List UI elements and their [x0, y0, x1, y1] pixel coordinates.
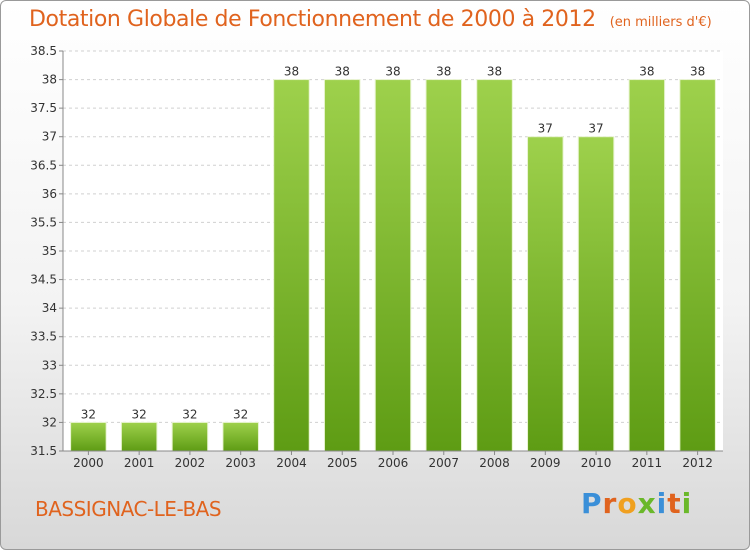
data-label: 38: [690, 65, 705, 79]
logo-letter: i: [656, 487, 668, 520]
y-tick-label: 38: [42, 73, 57, 87]
x-tick-label: 2005: [327, 456, 358, 470]
data-label: 38: [487, 65, 502, 79]
bar-2008: [476, 79, 513, 452]
bar-2004: [273, 79, 310, 452]
data-label: 38: [284, 65, 299, 79]
y-tick-label: 36: [42, 187, 57, 201]
logo-letter: x: [637, 487, 657, 520]
y-tick-label: 37.5: [30, 101, 57, 115]
data-label: 32: [81, 407, 96, 421]
x-tick-label: 2002: [175, 456, 206, 470]
chart-title: Dotation Globale de Fonctionnement de 20…: [29, 7, 712, 32]
bar-2012: [679, 79, 716, 452]
x-tick-label: 2007: [428, 456, 459, 470]
bar-2001: [120, 421, 158, 452]
y-tick-label: 38.5: [30, 44, 57, 58]
y-tick-label: 33: [42, 358, 57, 372]
chart-title-text: Dotation Globale de Fonctionnement de 20…: [29, 7, 596, 32]
data-label: 38: [385, 65, 400, 79]
data-label: 32: [233, 407, 248, 421]
x-tick-label: 2006: [378, 456, 409, 470]
logo-letter: r: [602, 487, 618, 520]
data-label: 32: [132, 407, 147, 421]
x-tick-label: 2009: [530, 456, 561, 470]
x-tick-label: 2003: [225, 456, 256, 470]
axis-layer: 31.5 32 32.5 33 33.5 34 34.5 35 35.5 36 36.5 37 37.5…: [30, 44, 723, 470]
commune-name: BASSIGNAC-LE-BAS: [35, 497, 222, 521]
logo-letter: o: [617, 487, 638, 520]
y-tick-label: 37: [42, 130, 57, 144]
data-label: 38: [639, 65, 654, 79]
x-tick-label: 2004: [276, 456, 307, 470]
y-tick-label: 34.5: [30, 273, 57, 287]
y-tick-label: 35: [42, 244, 57, 258]
x-tick-label: 2000: [73, 456, 104, 470]
x-tick-label: 2008: [479, 456, 510, 470]
logo-letter: t: [667, 487, 682, 520]
x-tick-label: 2001: [124, 456, 155, 470]
y-tick-label: 31.5: [30, 444, 57, 458]
x-tick-label: 2011: [632, 456, 663, 470]
y-tick-label: 34: [42, 301, 57, 315]
bar-2006: [374, 79, 412, 452]
chart-unit: (en milliers d'€): [609, 15, 712, 30]
bar-2003: [222, 421, 259, 452]
bar-2007: [425, 79, 463, 452]
y-tick-label: 32.5: [30, 387, 57, 401]
x-tick-label: 2012: [682, 456, 713, 470]
bars-layer: [70, 79, 716, 452]
bar-2010: [577, 136, 615, 452]
logo-letter: i: [681, 487, 693, 520]
bar-2009: [527, 136, 564, 452]
data-label: 32: [182, 407, 197, 421]
y-tick-label: 32: [42, 415, 57, 429]
y-tick-label: 33.5: [30, 330, 57, 344]
data-label: 37: [588, 122, 603, 136]
bar-2002: [171, 421, 209, 452]
bar-2000: [70, 421, 107, 452]
data-label: 37: [538, 122, 553, 136]
bar-2011: [628, 79, 666, 452]
labels-layer: 32 32 32 32 38 38 38 38 38 37 37 38 38: [81, 65, 706, 422]
x-tick-label: 2010: [581, 456, 612, 470]
data-label: 38: [335, 65, 350, 79]
bar-2005: [323, 79, 361, 452]
proxiti-logo: Proxiti: [581, 487, 692, 520]
y-tick-label: 35.5: [30, 215, 57, 229]
data-label: 38: [436, 65, 451, 79]
y-tick-label: 36.5: [30, 158, 57, 172]
logo-letter: P: [581, 487, 603, 520]
